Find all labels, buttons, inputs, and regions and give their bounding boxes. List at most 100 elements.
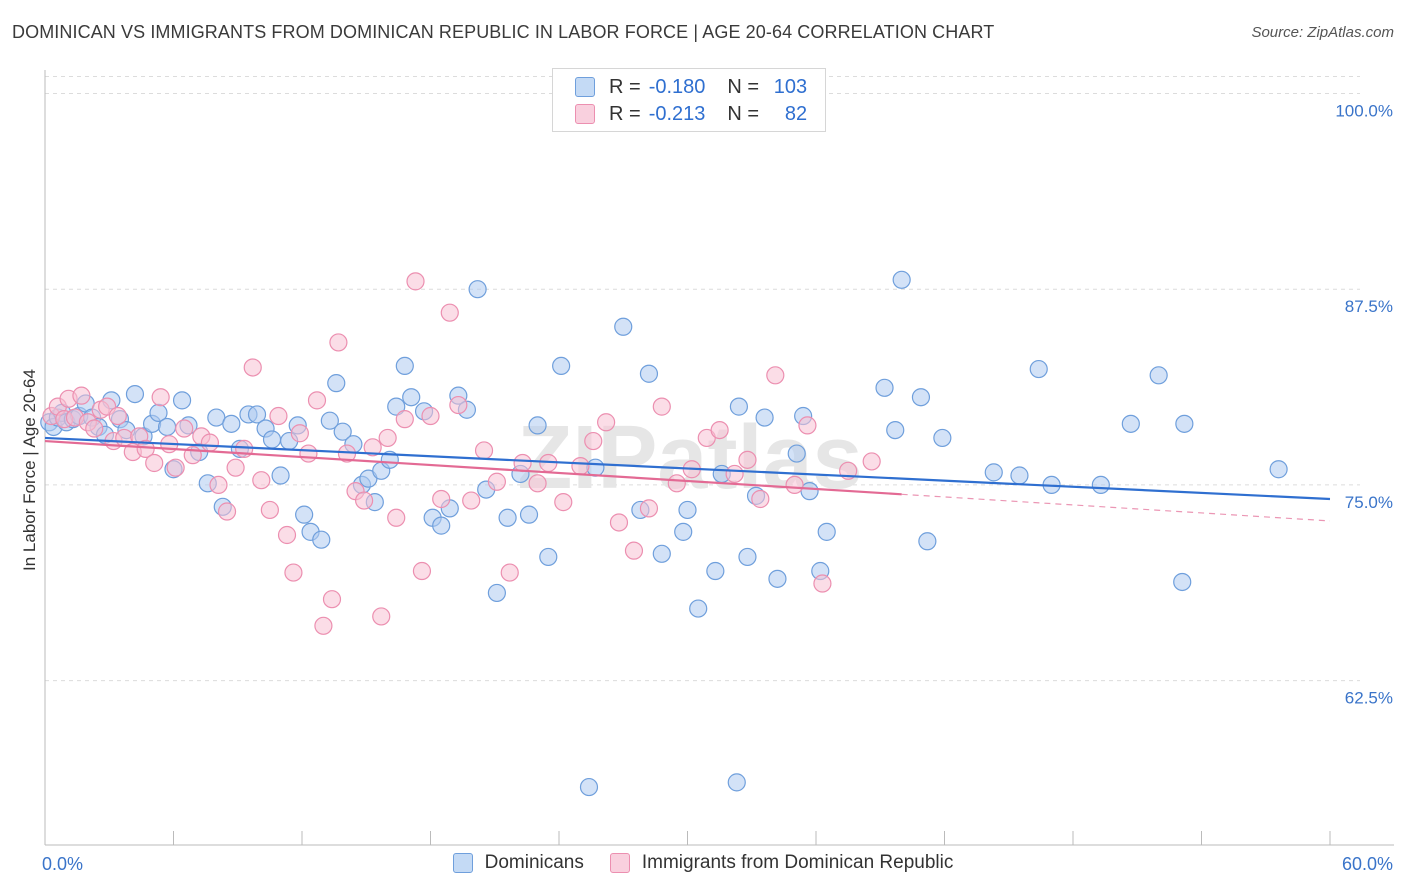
data-point — [1029, 359, 1048, 379]
data-point — [468, 280, 487, 299]
data-point — [327, 374, 346, 393]
data-point — [911, 388, 931, 407]
x-tick-label: 0.0% — [42, 854, 83, 874]
y-axis-label: In Labor Force | Age 20-64 — [20, 369, 39, 571]
data-point — [571, 457, 590, 476]
data-point — [421, 406, 440, 426]
data-point — [299, 444, 318, 463]
data-point — [395, 356, 414, 376]
axes — [44, 70, 1394, 846]
data-point — [528, 416, 547, 435]
trend-line-immigrants — [44, 439, 902, 496]
data-point — [706, 561, 725, 581]
data-point — [738, 450, 757, 469]
correlation-legend: R = -0.180 N = 103 R = -0.213 N = 82 — [552, 68, 826, 132]
data-point — [1175, 414, 1194, 433]
data-point — [363, 438, 382, 457]
r-label: R = — [609, 75, 641, 98]
data-point — [1091, 475, 1110, 494]
data-point — [513, 453, 532, 473]
data-point — [984, 463, 1003, 482]
data-point — [269, 406, 288, 426]
r-label: R = — [609, 102, 641, 125]
data-point — [1149, 366, 1168, 385]
data-point — [785, 475, 804, 494]
data-point — [200, 433, 220, 452]
data-point — [247, 405, 267, 424]
data-point — [579, 777, 599, 797]
data-point — [498, 508, 517, 527]
data-point — [222, 414, 241, 433]
data-point — [639, 364, 659, 383]
data-point — [166, 458, 185, 477]
data-point — [554, 493, 573, 512]
source-label: Source: ZipAtlas.com — [1251, 24, 1394, 41]
data-point — [243, 358, 262, 377]
data-point — [322, 590, 342, 609]
data-point — [539, 547, 558, 567]
r-value: -0.213 — [648, 102, 706, 125]
data-point — [355, 491, 374, 510]
data-point — [333, 422, 352, 441]
data-point — [412, 561, 432, 581]
y-tick-label: 75.0% — [1345, 493, 1393, 512]
data-point — [395, 410, 414, 429]
data-point — [892, 270, 911, 289]
n-value: 82 — [784, 102, 808, 125]
data-point — [157, 417, 177, 437]
data-point — [378, 428, 397, 448]
chart-title: DOMINICAN VS IMMIGRANTS FROM DOMINICAN R… — [12, 22, 995, 42]
data-point — [175, 419, 194, 438]
y-tick-label: 100.0% — [1335, 101, 1393, 120]
data-point — [108, 406, 127, 426]
data-point — [262, 430, 282, 449]
data-point — [710, 421, 729, 440]
data-point — [172, 391, 192, 410]
data-point — [329, 333, 348, 352]
data-point — [387, 397, 406, 416]
data-point — [674, 522, 693, 541]
data-point — [284, 563, 303, 582]
data-point — [72, 386, 91, 405]
data-point — [584, 431, 603, 451]
legend-swatch-pink — [609, 853, 630, 873]
data-point — [727, 773, 746, 792]
data-point — [387, 508, 406, 527]
legend-swatch-pink — [575, 104, 595, 124]
series-legend: Dominicans Immigrants from Dominican Rep… — [0, 852, 1406, 874]
data-point — [738, 547, 757, 567]
data-point — [295, 505, 314, 524]
data-point — [260, 500, 279, 520]
data-point — [314, 616, 333, 635]
data-point — [729, 397, 749, 416]
trend-line-dominicans — [44, 436, 1331, 501]
legend-row-immigrants: R = -0.213 N = 82 — [575, 102, 807, 126]
data-point — [307, 391, 327, 410]
data-point — [933, 428, 952, 448]
y-tick-label: 87.5% — [1345, 297, 1393, 316]
data-point — [652, 397, 671, 416]
trend-line-immigrants-extension — [901, 493, 1331, 522]
data-point — [586, 458, 605, 477]
data-point — [787, 444, 806, 463]
legend-item-immigrants: Immigrants from Dominican Republic — [609, 852, 953, 874]
data-point — [817, 522, 836, 541]
data-point — [678, 500, 697, 520]
data-point — [271, 466, 290, 485]
data-point — [1269, 460, 1288, 479]
data-point — [1173, 572, 1192, 592]
data-point — [432, 489, 451, 509]
data-point — [798, 416, 817, 435]
data-point — [449, 395, 468, 415]
data-point — [217, 502, 237, 521]
data-point — [652, 544, 671, 563]
data-point — [487, 472, 506, 491]
data-point — [151, 388, 170, 407]
data-point — [875, 378, 894, 397]
data-point — [755, 408, 774, 427]
data-point — [252, 471, 271, 490]
legend-label: Dominicans — [484, 852, 584, 873]
r-value: -0.180 — [648, 75, 706, 98]
data-point — [487, 583, 506, 603]
data-point — [689, 599, 708, 618]
